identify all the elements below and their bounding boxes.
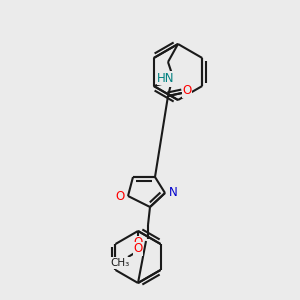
Text: O: O [182,85,192,98]
Text: CH₃: CH₃ [110,258,130,268]
Text: O: O [116,190,124,202]
Text: HN: HN [157,71,175,85]
Text: N: N [169,187,177,200]
Text: O: O [134,242,142,256]
Text: O: O [134,236,142,250]
Text: F: F [167,74,174,86]
